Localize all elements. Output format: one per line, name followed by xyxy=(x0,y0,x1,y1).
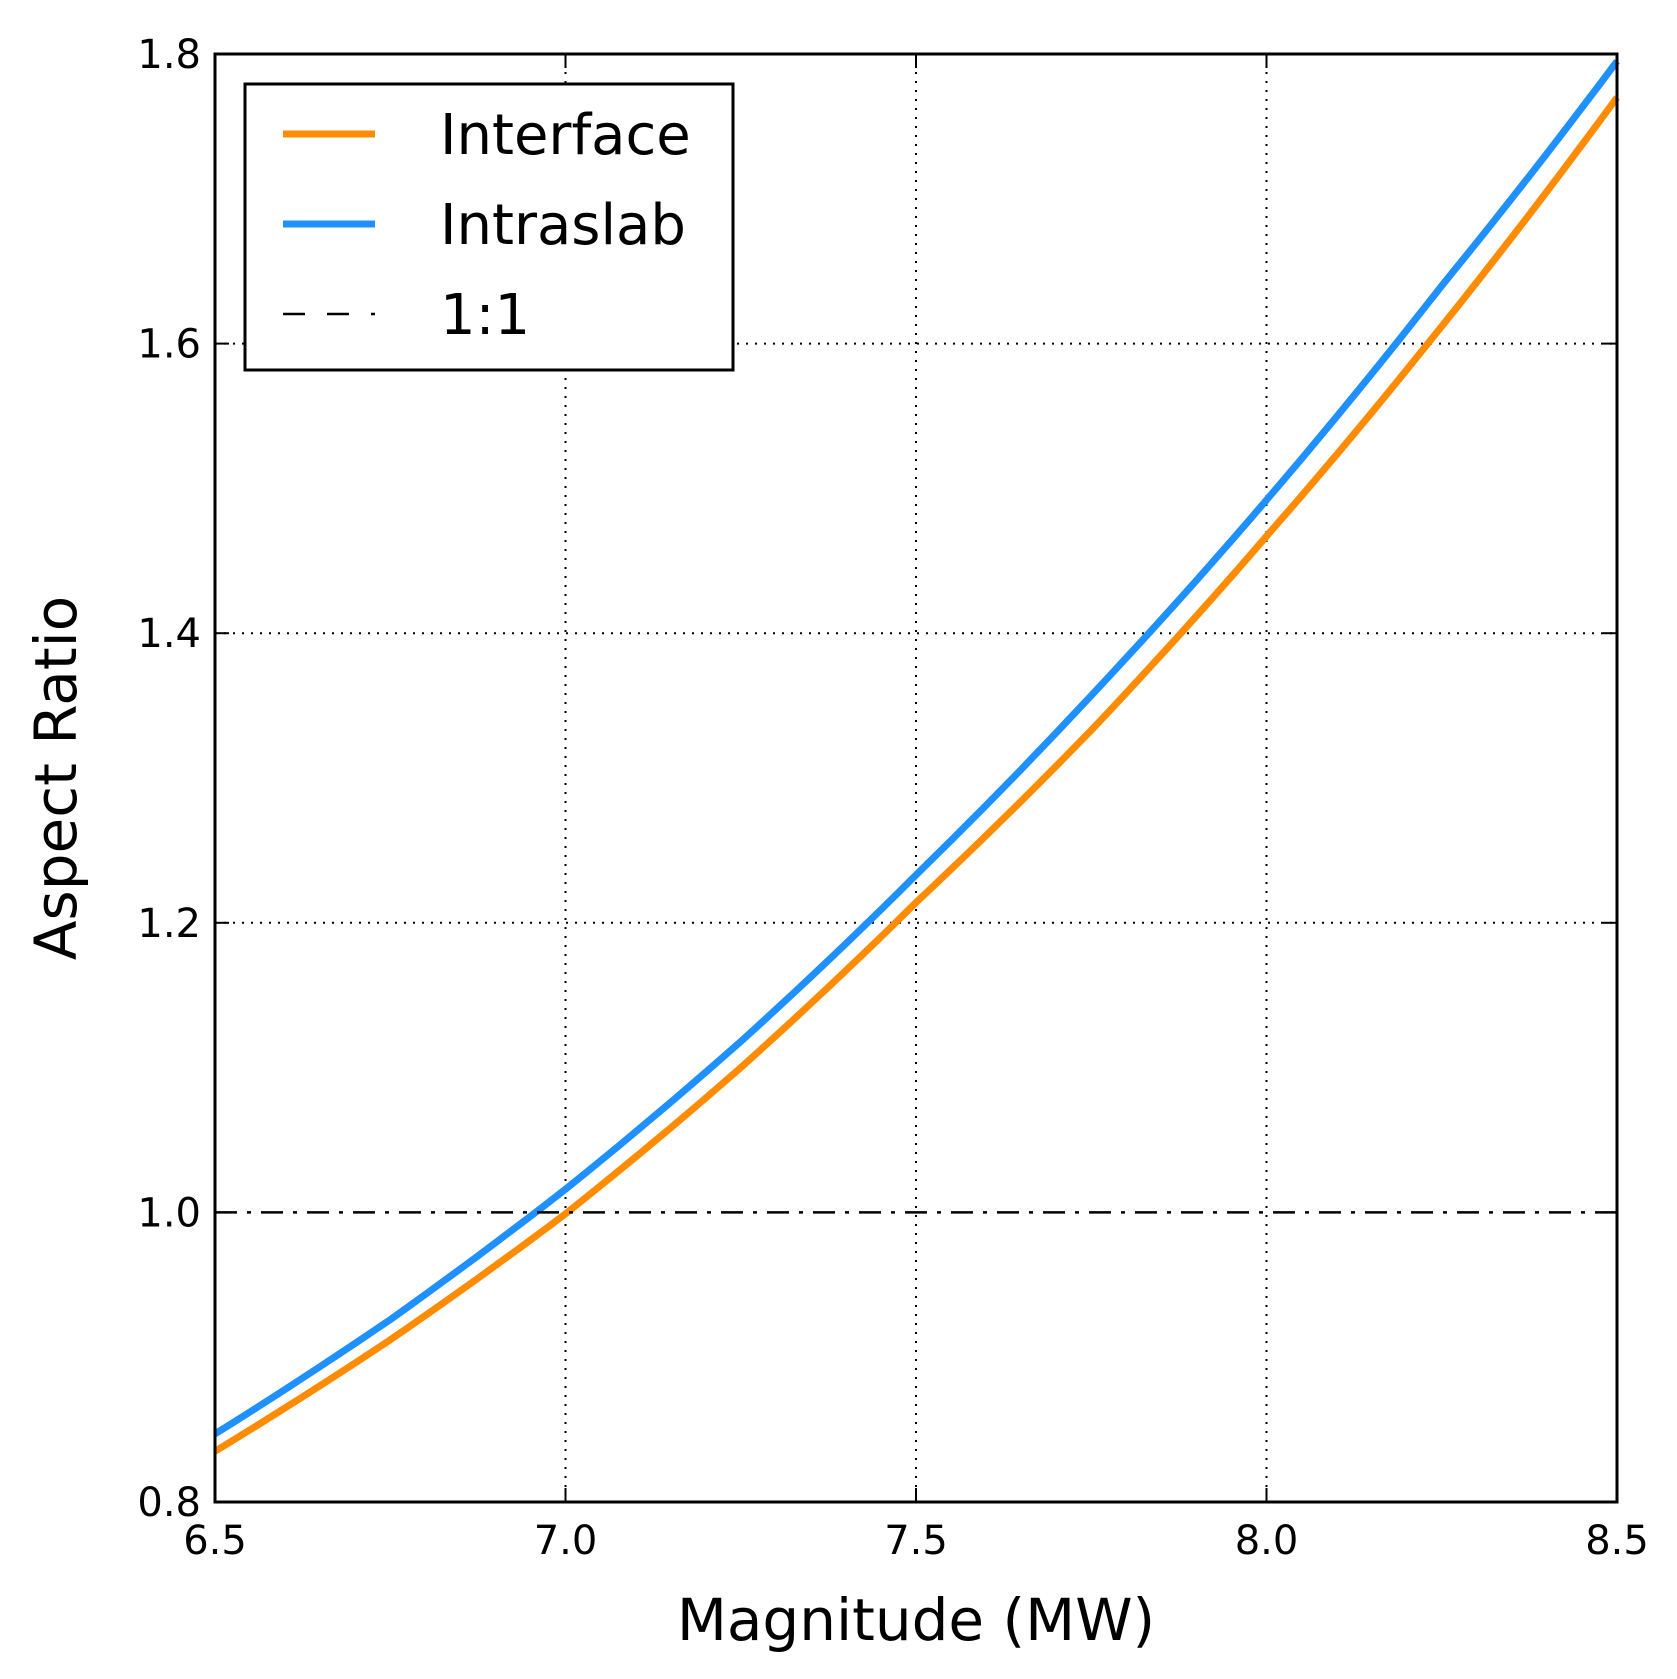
series-lines xyxy=(213,59,1620,1455)
y-tick-label: 1.6 xyxy=(137,322,201,368)
y-tick-label: 1.2 xyxy=(137,901,201,947)
y-tick-label: 0.8 xyxy=(137,1480,201,1526)
x-tick-label: 7.0 xyxy=(534,1518,598,1564)
series-line-intraslab xyxy=(213,59,1620,1437)
x-axis-label: Magnitude (MW) xyxy=(677,1586,1155,1654)
plot-frame xyxy=(213,52,1619,1504)
series-line-interface xyxy=(213,95,1620,1455)
x-tick-label: 7.5 xyxy=(884,1518,948,1564)
grid-lines xyxy=(215,54,1617,1502)
legend-label: Interface xyxy=(440,103,691,168)
x-tick-label: 6.5 xyxy=(183,1518,247,1564)
y-tick-label: 1.8 xyxy=(137,32,201,78)
legend-label: Intraslab xyxy=(440,193,686,258)
legend-label: 1:1 xyxy=(440,283,530,348)
y-tick-label: 1.0 xyxy=(137,1190,201,1236)
x-tick-label: 8.5 xyxy=(1585,1518,1649,1564)
tick-labels: 6.5 7.0 7.5 8.0 8.5 0.8 1.0 1.2 1.4 1.6 1.8 xyxy=(137,32,1648,1564)
y-axis-label: Aspect Ratio xyxy=(22,596,90,960)
legend: Interface Intraslab 1:1 xyxy=(243,82,735,372)
x-tick-label: 8.0 xyxy=(1235,1518,1299,1564)
y-tick-label: 1.4 xyxy=(137,611,201,657)
